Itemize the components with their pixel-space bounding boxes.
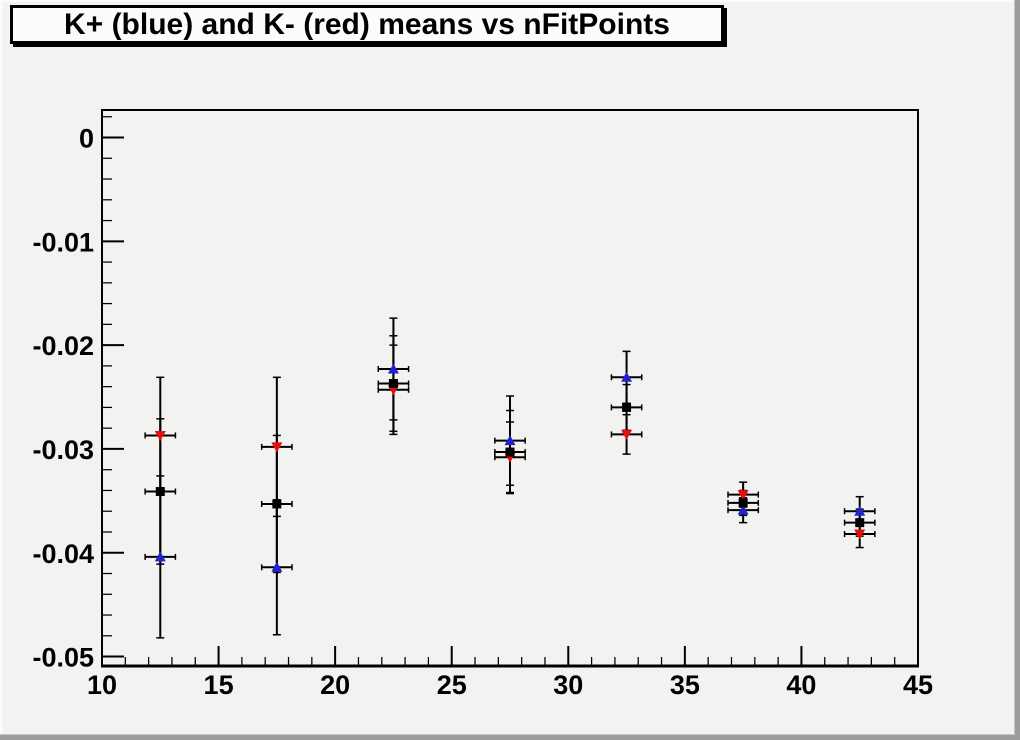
marker-triangle-up-kplus: [271, 561, 283, 572]
marker-triangle-up-kplus: [387, 363, 399, 374]
marker-triangle-up-kplus: [154, 551, 166, 562]
marker-triangle-down-kminus: [854, 529, 866, 540]
plot-title: K+ (blue) and K- (red) means vs nFitPoin…: [64, 7, 670, 41]
marker-triangle-up-kplus: [621, 371, 633, 382]
x-tick-label: 35: [670, 670, 700, 700]
x-tick-label: 10: [87, 670, 117, 700]
marker-square-mean: [155, 486, 165, 496]
marker-square-mean: [272, 499, 282, 509]
x-tick-label: 45: [903, 670, 933, 700]
x-tick-label: 40: [786, 670, 816, 700]
title-pave: K+ (blue) and K- (red) means vs nFitPoin…: [10, 5, 724, 44]
y-tick-label: 0: [79, 124, 94, 154]
x-tick-label: 30: [553, 670, 583, 700]
x-tick-label: 20: [320, 670, 350, 700]
y-tick-label: -0.03: [32, 435, 94, 465]
marker-square-mean: [505, 447, 515, 457]
marker-triangle-up-kplus: [854, 505, 866, 516]
marker-triangle-down-kminus: [271, 442, 283, 453]
marker-square-mean: [855, 518, 865, 528]
y-tick-label: -0.01: [32, 227, 94, 257]
y-tick-label: -0.05: [32, 643, 94, 673]
marker-triangle-up-kplus: [504, 435, 516, 446]
marker-triangle-up-kplus: [737, 504, 749, 515]
y-tick-label: -0.04: [32, 539, 94, 569]
marker-triangle-down-kminus: [621, 429, 633, 440]
x-tick-label: 15: [204, 670, 234, 700]
y-tick-label: -0.02: [32, 331, 94, 361]
marker-square-mean: [738, 498, 748, 508]
plot-frame: [101, 109, 919, 667]
marker-square-mean: [622, 402, 632, 412]
marker-triangle-down-kminus: [154, 430, 166, 441]
marker-square-mean: [388, 379, 398, 389]
marker-triangle-down-kminus: [737, 490, 749, 501]
x-tick-label: 25: [437, 670, 467, 700]
